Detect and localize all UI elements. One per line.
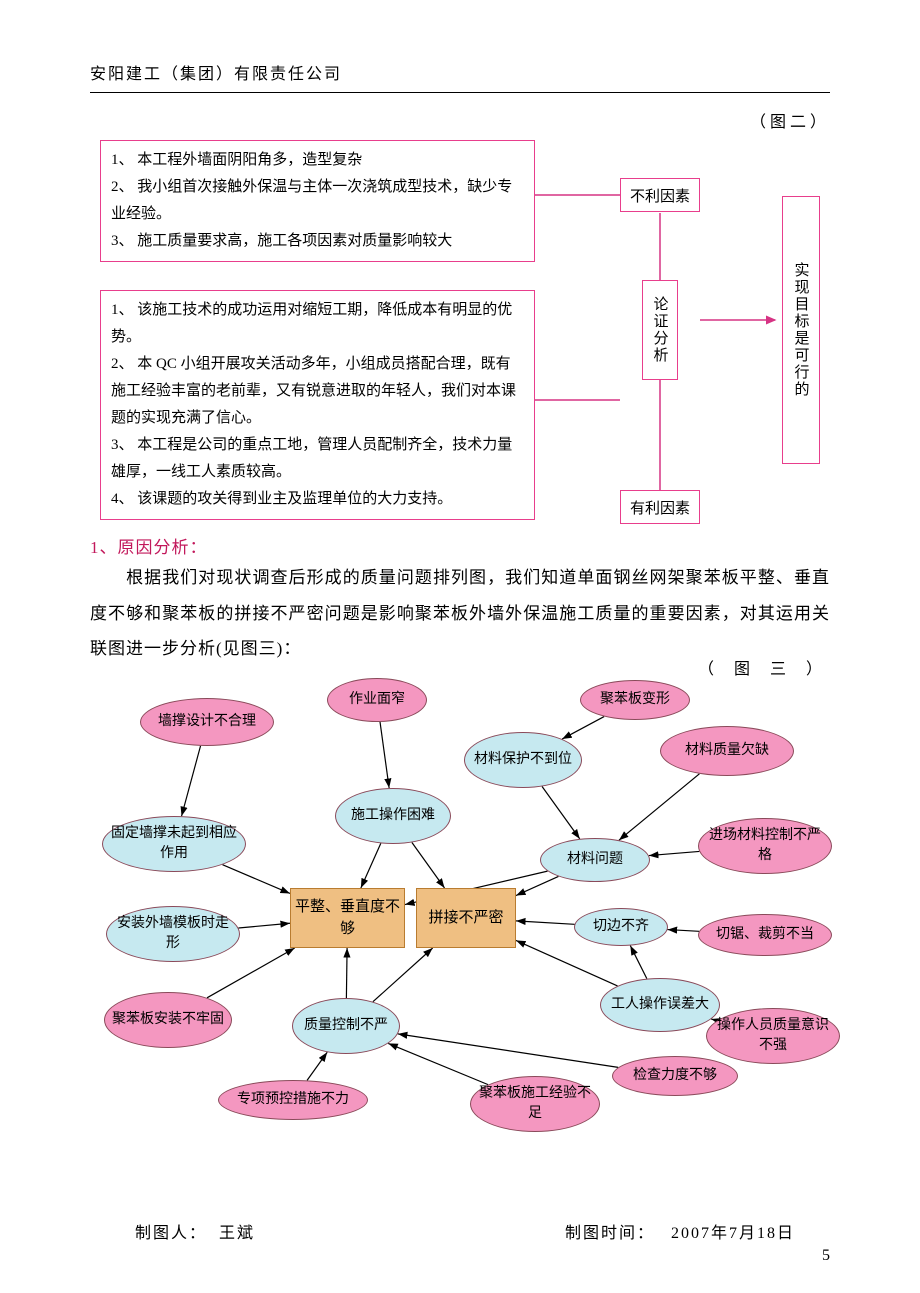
cause-ellipse: 专项预控措施不力 [218, 1080, 368, 1120]
author-label: 制图人： [135, 1225, 207, 1242]
adverse-factors-box: 1、 本工程外墙面阴阳角多，造型复杂 2、 我小组首次接触外保温与主体一次浇筑成… [100, 140, 535, 262]
page-number: 5 [822, 1247, 830, 1265]
cause-ellipse: 质量控制不严 [292, 998, 400, 1054]
cause-ellipse: 进场材料控制不严格 [698, 818, 832, 874]
result-node: 实现目标是可行的 [782, 196, 820, 464]
cause-ellipse: 作业面窄 [327, 678, 427, 722]
footer-date: 制图时间： 2007年7月18日 [565, 1219, 795, 1243]
cause-rect: 平整、垂直度不够 [290, 888, 405, 948]
author-name: 王斌 [219, 1225, 255, 1242]
date-label: 制图时间： [565, 1225, 655, 1242]
page: 安阳建工（集团）有限责任公司 （图二） 1、 本工程外墙面阴阳角多，造型复杂 2… [0, 0, 920, 1293]
cause-ellipse: 操作人员质量意识不强 [706, 1008, 840, 1064]
cause-ellipse: 聚苯板施工经验不足 [470, 1076, 600, 1132]
cause-ellipse: 聚苯板变形 [580, 680, 690, 720]
favorable-node: 有利因素 [620, 490, 700, 524]
cause-ellipse: 墙撑设计不合理 [140, 698, 274, 746]
cause-ellipse: 切锯、裁剪不当 [698, 914, 832, 956]
cause-ellipse: 工人操作误差大 [600, 978, 720, 1032]
cause-rect: 拼接不严密 [416, 888, 516, 948]
footer-author: 制图人： 王斌 [135, 1219, 255, 1243]
cause-ellipse: 聚苯板安装不牢固 [104, 992, 232, 1048]
cause-ellipse: 材料问题 [540, 838, 650, 882]
section-1-body: 根据我们对现状调查后形成的质量问题排列图，我们知道单面钢丝网架聚苯板平整、垂直度… [90, 560, 830, 667]
cause-ellipse: 切边不齐 [574, 908, 668, 946]
cause-ellipse: 施工操作困难 [335, 788, 451, 844]
date-value: 2007年7月18日 [671, 1225, 795, 1242]
cause-ellipse: 材料质量欠缺 [660, 726, 794, 776]
adverse-node: 不利因素 [620, 178, 700, 212]
figure-3-graph: 平整、垂直度不够拼接不严密 墙撑设计不合理 作业面窄 聚苯板变形材料质量欠缺 材料保护不… [90, 660, 830, 1175]
cause-ellipse: 检查力度不够 [612, 1056, 738, 1096]
cause-ellipse: 固定墙撑未起到相应作用 [102, 816, 246, 872]
analysis-node: 论证分析 [642, 280, 678, 380]
cause-ellipse: 材料保护不到位 [464, 732, 582, 788]
cause-ellipse: 安装外墙模板时走形 [106, 906, 240, 962]
favorable-factors-box: 1、 该施工技术的成功运用对缩短工期，降低成本有明显的优势。 2、 本 QC 小… [100, 290, 535, 520]
